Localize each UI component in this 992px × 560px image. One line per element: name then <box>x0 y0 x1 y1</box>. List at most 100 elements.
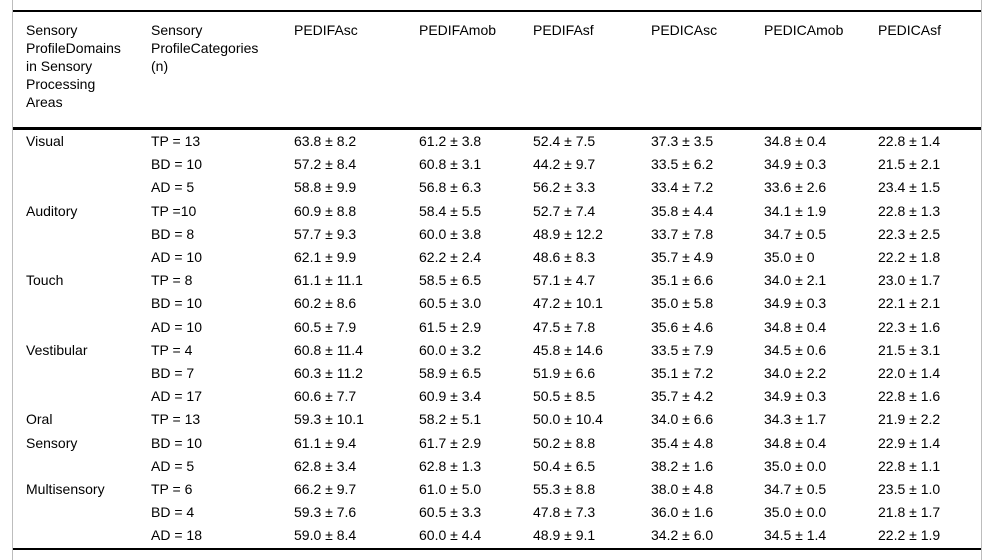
value-cell: 33.5 ± 6.2 <box>651 156 714 173</box>
value-cell: 61.1 ± 11.1 <box>294 272 363 289</box>
value-cell: 60.5 ± 7.9 <box>294 318 357 335</box>
column-header-pedicamob: PEDICAmob <box>764 11 878 130</box>
domain-cell <box>13 153 151 176</box>
value-cell: 60.6 ± 7.7 <box>294 388 357 405</box>
value-cell: 45.8 ± 14.6 <box>533 341 603 358</box>
value-cell: 60.9 ± 8.8 <box>294 202 357 219</box>
value-cell: 34.9 ± 0.3 <box>764 156 827 173</box>
value-cell: 21.8 ± 1.7 <box>878 504 941 521</box>
value-cell: 60.9 ± 3.4 <box>419 388 482 405</box>
value-cell: 61.2 ± 3.8 <box>419 133 482 149</box>
value-cell: 58.9 ± 6.5 <box>419 365 482 382</box>
header-row: Sensory ProfileDomains in Sensory Proces… <box>13 11 981 130</box>
value-cell: 22.8 ± 1.1 <box>878 457 941 474</box>
value-cell: 48.6 ± 8.3 <box>533 249 596 266</box>
category-cell: TP = 4 <box>151 341 193 358</box>
category-cell: BD = 10 <box>151 295 202 312</box>
category-cell: AD = 5 <box>151 457 195 474</box>
table-row: AD = 5 58.8 ± 9.9 56.8 ± 6.3 56.2 ± 3.3 33.4… <box>13 176 981 199</box>
table-header: Sensory ProfileDomains in Sensory Proces… <box>13 11 981 130</box>
category-cell: AD = 5 <box>151 179 195 196</box>
value-cell: 58.4 ± 5.5 <box>419 202 482 219</box>
value-cell: 63.8 ± 8.2 <box>294 133 357 149</box>
column-header-pedifamob: PEDIFAmob <box>419 11 533 130</box>
value-cell: 22.3 ± 1.6 <box>878 318 941 335</box>
value-cell: 47.5 ± 7.8 <box>533 318 596 335</box>
table-row: BD = 10 60.2 ± 8.6 60.5 ± 3.0 47.2 ± 10.1 35… <box>13 292 981 315</box>
value-cell: 35.0 ± 0.0 <box>764 457 827 474</box>
domain-cell <box>13 292 151 315</box>
value-cell: 34.7 ± 0.5 <box>764 225 827 242</box>
table-row: BD = 7 60.3 ± 11.2 58.9 ± 6.5 51.9 ± 6.6 35.… <box>13 362 981 385</box>
table-row: Touch TP = 8 61.1 ± 11.1 58.5 ± 6.5 57.1 ± 4… <box>13 269 981 292</box>
column-header-pedifasf: PEDIFAsf <box>533 11 651 130</box>
value-cell: 50.0 ± 10.4 <box>533 411 603 428</box>
value-cell: 22.9 ± 1.4 <box>878 434 941 451</box>
value-cell: 33.4 ± 7.2 <box>651 179 714 196</box>
value-cell: 22.8 ± 1.3 <box>878 202 941 219</box>
value-cell: 22.1 ± 2.1 <box>878 295 941 312</box>
value-cell: 34.9 ± 0.3 <box>764 295 827 312</box>
column-header-categories: Sensory ProfileCategories (n) <box>151 11 294 130</box>
domain-cell <box>13 455 151 478</box>
value-cell: 61.0 ± 5.0 <box>419 481 482 498</box>
value-cell: 44.2 ± 9.7 <box>533 156 596 173</box>
table-row: Visual TP = 13 63.8 ± 8.2 61.2 ± 3.8 52.4 ± … <box>13 129 981 154</box>
value-cell: 62.8 ± 3.4 <box>294 457 357 474</box>
value-cell: 22.8 ± 1.6 <box>878 388 941 405</box>
domain-cell <box>13 223 151 246</box>
table-row: BD = 4 59.3 ± 7.6 60.5 ± 3.3 47.8 ± 7.3 36.0… <box>13 501 981 524</box>
domain-cell <box>13 524 151 548</box>
category-cell: TP = 13 <box>151 133 201 149</box>
value-cell: 58.5 ± 6.5 <box>419 272 482 289</box>
domain-cell: Vestibular <box>26 341 88 358</box>
value-cell: 34.8 ± 0.4 <box>764 434 827 451</box>
domain-cell: Auditory <box>26 202 78 219</box>
value-cell: 34.5 ± 0.6 <box>764 341 827 358</box>
table-row: Vestibular TP = 4 60.8 ± 11.4 60.0 ± 3.2 45.… <box>13 339 981 362</box>
column-header-domains: Sensory ProfileDomains in Sensory Proces… <box>13 11 151 130</box>
value-cell: 47.8 ± 7.3 <box>533 504 596 521</box>
value-cell: 34.8 ± 0.4 <box>764 318 827 335</box>
value-cell: 34.5 ± 1.4 <box>764 527 827 544</box>
value-cell: 34.3 ± 1.7 <box>764 411 827 428</box>
value-cell: 37.3 ± 3.5 <box>651 133 714 149</box>
value-cell: 35.1 ± 6.6 <box>651 272 714 289</box>
column-header-pedicasf: PEDICAsf <box>878 11 981 130</box>
category-cell: BD = 7 <box>151 365 195 382</box>
value-cell: 60.8 ± 3.1 <box>419 156 482 173</box>
value-cell: 60.3 ± 11.2 <box>294 365 363 382</box>
category-cell: TP = 13 <box>151 411 201 428</box>
value-cell: 22.8 ± 1.4 <box>878 133 941 149</box>
value-cell: 62.1 ± 9.9 <box>294 249 357 266</box>
value-cell: 21.5 ± 2.1 <box>878 156 941 173</box>
category-cell: TP = 6 <box>151 481 193 498</box>
value-cell: 35.7 ± 4.2 <box>651 388 714 405</box>
value-cell: 34.0 ± 6.6 <box>651 411 714 428</box>
domain-cell <box>13 246 151 269</box>
category-cell: TP =10 <box>151 202 197 219</box>
table-row: AD = 18 59.0 ± 8.4 60.0 ± 4.4 48.9 ± 9.1 34.… <box>13 524 981 548</box>
table-row: AD = 5 62.8 ± 3.4 62.8 ± 1.3 50.4 ± 6.5 38.2… <box>13 455 981 478</box>
column-header-pedifasc: PEDIFAsc <box>294 11 419 130</box>
value-cell: 35.0 ± 0 <box>764 249 815 266</box>
value-cell: 48.9 ± 9.1 <box>533 527 596 544</box>
domain-cell: Oral <box>26 411 53 428</box>
domain-cell <box>13 501 151 524</box>
value-cell: 35.0 ± 5.8 <box>651 295 714 312</box>
table-row: AD = 17 60.6 ± 7.7 60.9 ± 3.4 50.5 ± 8.5 35.… <box>13 385 981 408</box>
value-cell: 60.5 ± 3.3 <box>419 504 482 521</box>
value-cell: 34.8 ± 0.4 <box>764 133 827 149</box>
value-cell: 22.2 ± 1.8 <box>878 249 941 266</box>
table-row: BD = 10 57.2 ± 8.4 60.8 ± 3.1 44.2 ± 9.7 33.… <box>13 153 981 176</box>
value-cell: 60.0 ± 3.8 <box>419 225 482 242</box>
domain-cell <box>13 176 151 199</box>
value-cell: 34.7 ± 0.5 <box>764 481 827 498</box>
category-cell: AD = 10 <box>151 249 202 266</box>
table-row: Oral TP = 13 59.3 ± 10.1 58.2 ± 5.1 50.0 ± 1… <box>13 408 981 431</box>
value-cell: 50.5 ± 8.5 <box>533 388 596 405</box>
value-cell: 59.3 ± 7.6 <box>294 504 357 521</box>
value-cell: 66.2 ± 9.7 <box>294 481 357 498</box>
value-cell: 38.0 ± 4.8 <box>651 481 714 498</box>
value-cell: 59.3 ± 10.1 <box>294 411 364 428</box>
